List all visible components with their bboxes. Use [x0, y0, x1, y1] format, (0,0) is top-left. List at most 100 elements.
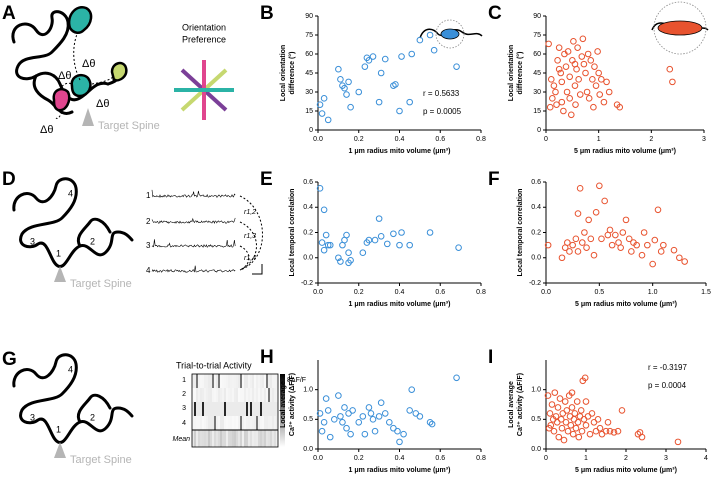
y-tick-label: 1.0 [303, 387, 313, 394]
point [590, 419, 598, 426]
point [318, 239, 326, 246]
y-axis-label: Local temporal correlation [289, 189, 296, 277]
heat-cell [248, 416, 250, 430]
point [343, 91, 350, 98]
heat-cell [214, 402, 216, 416]
heat-cell [250, 416, 252, 430]
point [371, 427, 379, 435]
point [426, 31, 434, 39]
heat-cell [238, 430, 240, 447]
point [571, 410, 579, 417]
point [383, 240, 391, 248]
heat-cell [210, 388, 212, 402]
x-tick-label: 0.4 [395, 455, 405, 462]
point [601, 197, 608, 205]
point [428, 420, 436, 428]
heat-cell [256, 388, 258, 402]
y-tick-label: 30 [533, 89, 541, 96]
heat-cell [260, 416, 262, 430]
heat-cell [252, 374, 254, 388]
trace-label: 4 [146, 266, 151, 275]
heat-cell [244, 430, 246, 447]
x-tick-label: 0 [544, 455, 548, 462]
point [377, 399, 385, 407]
point [547, 76, 555, 83]
heat-cell [212, 388, 214, 402]
spine-number: 1 [56, 424, 61, 434]
point [549, 95, 556, 102]
scale-bar [252, 264, 263, 275]
target-label: Target Spine [98, 120, 160, 132]
heat-cell [256, 402, 258, 416]
point [548, 401, 556, 408]
point [669, 78, 676, 86]
panel-letter: F [488, 169, 500, 190]
heat-cell [224, 402, 226, 416]
point [406, 407, 413, 414]
point [587, 235, 595, 243]
heat-cell [208, 388, 210, 402]
target-arrow [54, 442, 66, 458]
point [558, 78, 566, 86]
heat-cell [226, 388, 228, 402]
heat-cell [228, 416, 230, 430]
point [572, 101, 579, 108]
x-tick-label: 1.5 [701, 289, 711, 296]
point [361, 430, 369, 438]
heat-cell [252, 430, 254, 447]
point [604, 419, 612, 426]
point [320, 246, 328, 254]
point [396, 241, 403, 249]
point [555, 44, 563, 51]
heat-cell [240, 374, 242, 388]
point [571, 60, 579, 68]
point [567, 421, 575, 429]
traces [151, 189, 236, 273]
point [618, 407, 626, 414]
heat-cell [254, 402, 256, 416]
dendrite [12, 353, 134, 444]
x-axis-label: 5 μm radius mito volume (μm³) [574, 148, 676, 155]
point [584, 413, 592, 420]
heat-cell [268, 416, 270, 430]
point [343, 231, 350, 239]
heat-cell [192, 388, 194, 402]
heat-cell [260, 430, 262, 447]
point [556, 395, 564, 402]
y-tick-label: 0.0 [303, 446, 313, 453]
point [566, 95, 574, 102]
point [326, 241, 334, 249]
point [681, 258, 688, 265]
delta-theta: Δθ [82, 58, 95, 70]
y-tick-label: 0.5 [531, 416, 541, 423]
y-tick-label: 15 [533, 108, 541, 115]
point [562, 63, 570, 70]
y-tick-label: 1.0 [531, 387, 541, 394]
x-tick-label: 3 [702, 136, 706, 143]
row-label: 2 [182, 391, 186, 398]
heat-cell [192, 430, 194, 447]
point [400, 430, 407, 438]
x-tick-label: 3 [664, 455, 668, 462]
heat-cell [246, 430, 248, 447]
panel-letter: A [2, 3, 16, 24]
point [594, 416, 602, 423]
heat-cell [240, 416, 242, 430]
point [324, 241, 332, 249]
point [574, 248, 582, 255]
point [649, 260, 656, 268]
point [349, 407, 356, 414]
point [331, 416, 338, 423]
point [345, 259, 352, 267]
heat-cell [202, 416, 204, 430]
x-tick-label: 2 [649, 136, 653, 143]
point [416, 413, 424, 420]
heat-cell [194, 402, 196, 416]
point [600, 98, 608, 106]
point [324, 407, 332, 414]
point [561, 398, 569, 405]
heat-cell [206, 416, 208, 430]
heat-cell [252, 388, 254, 402]
y-axis-label: Ca²⁺ activity (ΔF/F) [517, 373, 524, 436]
heat-cell [274, 430, 276, 447]
